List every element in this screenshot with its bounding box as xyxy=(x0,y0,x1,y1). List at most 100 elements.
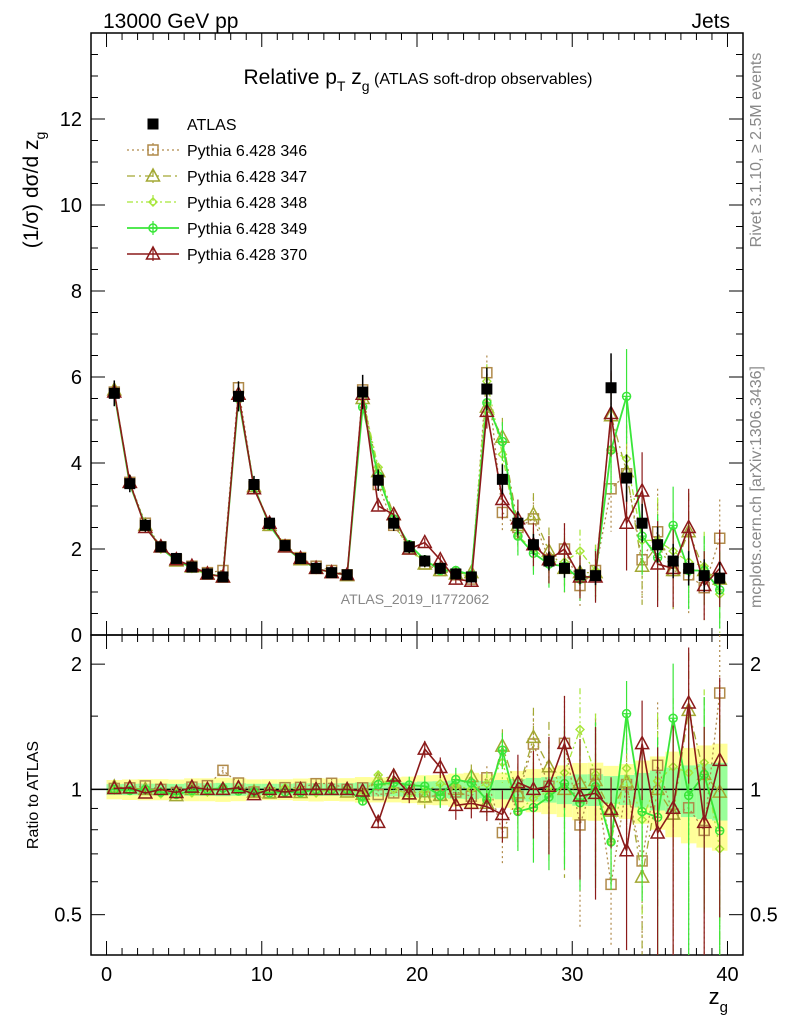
ratio-point xyxy=(637,806,647,817)
ratio-point xyxy=(451,774,461,785)
ratio-point xyxy=(649,824,666,839)
ratio-point xyxy=(373,769,384,780)
data-point xyxy=(310,562,322,574)
ratio-y-tick-label-right: 1 xyxy=(750,779,761,801)
data-point xyxy=(605,382,617,394)
data-point xyxy=(450,568,462,580)
data-point xyxy=(217,571,229,583)
ratio-point xyxy=(370,813,386,829)
side-label-rivet: Rivet 3.1.10, ≥ 2.5M events xyxy=(748,53,765,248)
ratio-point xyxy=(373,779,383,790)
ratio-point xyxy=(497,745,508,755)
legend-marker xyxy=(147,118,159,130)
main-point xyxy=(618,514,635,529)
data-point xyxy=(279,540,291,552)
ratio-point xyxy=(621,763,632,774)
data-point xyxy=(201,568,213,580)
x-tick-label: 20 xyxy=(406,964,428,986)
ratio-point xyxy=(417,740,433,755)
y-axis-label-ratio: Ratio to ATLAS xyxy=(25,741,42,849)
ratio-point xyxy=(153,780,169,796)
x-tick-label: 10 xyxy=(251,964,273,986)
ratio-point xyxy=(680,694,697,709)
data-point xyxy=(683,562,695,574)
main-series-p349 xyxy=(109,349,725,629)
watermark: ATLAS_2019_I1772062 xyxy=(341,591,490,607)
chart-title: Relative pT zg (ATLAS soft-drop observab… xyxy=(244,66,593,94)
main-point xyxy=(575,546,585,557)
legend-marker xyxy=(145,245,161,260)
x-axis-label: zg xyxy=(709,984,728,1016)
main-series-atlas xyxy=(108,353,726,595)
data-point xyxy=(512,517,524,529)
ratio-point xyxy=(448,796,464,812)
ratio-point xyxy=(106,779,123,795)
main-series-p347 xyxy=(106,372,728,618)
ratio-point xyxy=(137,784,154,799)
data-point xyxy=(124,478,136,490)
ratio-point xyxy=(494,805,511,821)
ratio-point xyxy=(711,751,728,767)
main-point xyxy=(370,497,386,512)
ratio-point xyxy=(479,798,495,813)
header-left: 13000 GeV pp xyxy=(103,10,238,33)
ratio-point xyxy=(420,781,430,792)
ratio-point xyxy=(277,783,293,798)
ratio-point xyxy=(339,780,355,796)
main-series-group xyxy=(106,349,728,633)
main-series-p370 xyxy=(106,370,728,620)
legend-label: Pythia 6.428 370 xyxy=(187,247,307,264)
ratio-point xyxy=(668,713,678,723)
main-y-tick-label: 0 xyxy=(71,625,82,647)
main-series-line xyxy=(113,391,721,588)
legend-marker xyxy=(147,144,159,156)
ratio-series-p370 xyxy=(106,647,728,955)
data-point xyxy=(108,387,120,399)
data-point xyxy=(357,386,369,398)
ratio-point xyxy=(357,796,368,806)
data-point xyxy=(667,555,679,567)
x-tick-label: 40 xyxy=(716,964,738,986)
data-point xyxy=(574,569,586,581)
data-point xyxy=(496,473,508,485)
legend-marker xyxy=(148,197,158,207)
ratio-point xyxy=(556,734,573,750)
main-point xyxy=(556,540,573,555)
ratio-point xyxy=(435,790,446,801)
data-point xyxy=(527,539,539,551)
data-point xyxy=(636,517,648,529)
legend-label: Pythia 6.428 349 xyxy=(187,221,307,238)
data-point xyxy=(621,472,633,484)
main-point xyxy=(494,490,511,506)
main-y-tick-label: 4 xyxy=(71,453,82,475)
ratio-y-tick-label: 2 xyxy=(71,654,82,676)
data-point xyxy=(558,562,570,574)
data-point xyxy=(186,561,198,573)
ratio-point xyxy=(401,785,417,800)
y-axis-label-main: (1/σ) dσ/d zg xyxy=(20,132,48,249)
ratio-point xyxy=(683,790,694,801)
ratio-point xyxy=(634,735,650,750)
main-y-tick-label: 10 xyxy=(60,195,82,217)
ratio-point xyxy=(168,783,185,799)
ratio-point xyxy=(463,794,480,810)
main-y-tick-label: 12 xyxy=(60,109,82,131)
ratio-point xyxy=(215,780,231,796)
main-point xyxy=(497,436,508,447)
data-point xyxy=(372,474,384,486)
main-point xyxy=(680,518,697,534)
side-label-mcplots: mcplots.cern.ch [arXiv:1306.3436] xyxy=(748,366,765,608)
ratio-y-tick-label-right: 2 xyxy=(750,654,761,676)
ratio-point xyxy=(696,813,712,829)
legend-label: Pythia 6.428 348 xyxy=(187,195,307,212)
ratio-y-tick-label: 1 xyxy=(71,779,82,801)
data-point xyxy=(232,390,244,402)
legend-marker xyxy=(148,223,158,233)
ratio-series-line xyxy=(114,702,721,851)
main-point xyxy=(621,391,632,402)
ratio-point xyxy=(246,786,262,801)
data-point xyxy=(170,552,182,564)
ratio-point xyxy=(292,780,309,796)
ratio-series-p348 xyxy=(109,688,725,955)
